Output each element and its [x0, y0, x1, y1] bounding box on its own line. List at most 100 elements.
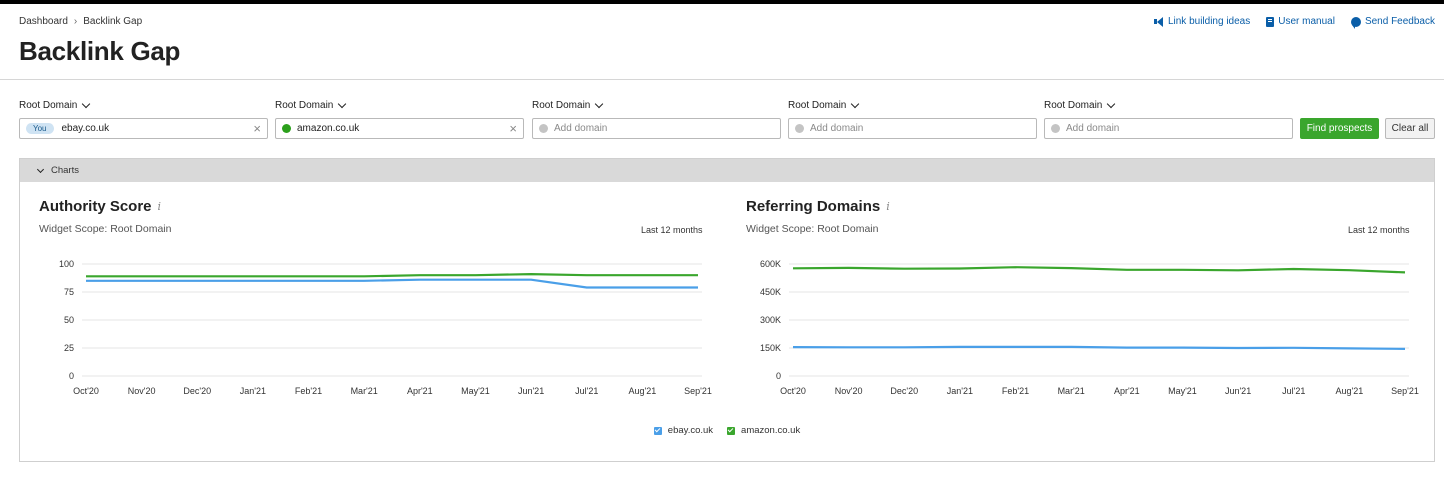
series-line-amazon-co-uk [86, 273, 698, 278]
breadcrumb-dashboard-link[interactable]: Dashboard [19, 16, 68, 27]
domain-input-4[interactable]: Add domain [788, 118, 1037, 139]
x-tick-label: Sep'21 [1391, 386, 1419, 396]
authority-score-title: Authority Score i [39, 198, 161, 215]
grey-dot-icon [539, 124, 548, 133]
x-tick-label: Oct'20 [73, 386, 99, 396]
clear-domain-icon[interactable]: × [509, 121, 517, 136]
domain-type-label: Root Domain [19, 99, 78, 111]
clear-all-button[interactable]: Clear all [1385, 118, 1435, 139]
domain-value: amazon.co.uk [297, 123, 360, 134]
checkbox-icon [653, 426, 662, 435]
domain-input-5[interactable]: Add domain [1044, 118, 1293, 139]
legend-item-ebay[interactable]: ebay.co.uk [653, 425, 714, 436]
domain-placeholder: Add domain [1066, 123, 1120, 134]
y-tick-label: 150K [760, 343, 781, 353]
domain-input-1[interactable]: You ebay.co.uk × [19, 118, 268, 139]
x-tick-label: Oct'20 [780, 386, 806, 396]
domain-type-label: Root Domain [788, 99, 847, 111]
chevron-down-icon [595, 99, 604, 108]
x-tick-label: Feb'21 [295, 386, 322, 396]
widget-scope: Widget Scope: Root Domain [39, 223, 172, 235]
link-building-ideas-label: Link building ideas [1167, 16, 1251, 27]
chevron-down-icon [851, 99, 860, 108]
user-manual-link[interactable]: User manual [1266, 16, 1335, 27]
book-icon [1266, 16, 1275, 27]
x-tick-label: Nov'20 [835, 386, 863, 396]
link-building-ideas-link[interactable]: Link building ideas [1153, 16, 1251, 27]
domain-type-dropdown-2[interactable]: Root Domain [275, 98, 524, 112]
x-tick-label: Apr'21 [1114, 386, 1140, 396]
x-tick-label: Nov'20 [128, 386, 156, 396]
y-tick-label: 100 [59, 259, 74, 269]
domain-placeholder: Add domain [810, 123, 864, 134]
domain-type-dropdown-4[interactable]: Root Domain [788, 98, 1037, 112]
clear-domain-icon[interactable]: × [253, 121, 261, 136]
widget-title-text: Authority Score [39, 198, 152, 215]
referring-domains-chart: 0 150K 300K 450K 600K Oct'20 Nov'20 Dec'20 Jan'2… [760, 259, 1419, 396]
x-tick-label: Feb'21 [1002, 386, 1029, 396]
chevron-down-icon [1107, 99, 1116, 108]
green-dot-icon [282, 124, 291, 133]
charts-label: Charts [51, 165, 79, 176]
widget-period: Last 12 months [641, 225, 703, 235]
x-tick-label: Mar'21 [1058, 386, 1085, 396]
domain-type-dropdown-5[interactable]: Root Domain [1044, 98, 1293, 112]
domain-input-2[interactable]: amazon.co.uk × [275, 118, 524, 139]
breadcrumb-current: Backlink Gap [83, 16, 143, 27]
domain-type-dropdown-3[interactable]: Root Domain [532, 98, 781, 112]
chevron-down-icon [338, 99, 347, 108]
x-tick-label: Jun'21 [1225, 386, 1251, 396]
chat-bubble-icon [1350, 16, 1361, 29]
domain-group-1: Root Domain You ebay.co.uk × [19, 98, 268, 139]
widget-period: Last 12 months [1348, 225, 1410, 235]
x-tick-label: Aug'21 [628, 386, 656, 396]
y-tick-label: 300K [760, 315, 781, 325]
x-tick-label: Dec'20 [183, 386, 211, 396]
chevron-down-icon [82, 99, 91, 108]
grey-dot-icon [1051, 124, 1060, 133]
domain-group-2: Root Domain amazon.co.uk × [275, 98, 524, 139]
widget-title-text: Referring Domains [746, 198, 881, 215]
y-tick-label: 450K [760, 287, 781, 297]
domain-type-dropdown-1[interactable]: Root Domain [19, 98, 268, 112]
x-tick-label: Apr'21 [407, 386, 433, 396]
domain-input-3[interactable]: Add domain [532, 118, 781, 139]
domain-type-label: Root Domain [1044, 99, 1103, 111]
widget-scope: Widget Scope: Root Domain [746, 223, 879, 235]
top-black-bar [0, 0, 1444, 4]
domain-group-3: Root Domain Add domain [532, 98, 781, 139]
x-tick-label: Jun'21 [518, 386, 544, 396]
x-tick-label: May'21 [461, 386, 490, 396]
info-icon[interactable]: i [157, 200, 162, 213]
charts-toggle[interactable]: Charts [20, 159, 1434, 182]
domain-type-label: Root Domain [532, 99, 591, 111]
y-tick-label: 25 [64, 343, 74, 353]
domain-type-label: Root Domain [275, 99, 334, 111]
authority-score-chart: 0 25 50 75 100 Oct'20 Nov'20 Dec'20 Jan'21 Feb'21… [59, 259, 712, 396]
y-tick-label: 0 [69, 371, 74, 381]
grey-dot-icon [795, 124, 804, 133]
x-tick-label: May'21 [1168, 386, 1197, 396]
checkbox-icon [727, 426, 736, 435]
y-tick-label: 75 [64, 287, 74, 297]
you-badge: You [26, 123, 54, 134]
domain-group-5: Root Domain Add domain [1044, 98, 1293, 139]
legend-label: ebay.co.uk [667, 425, 714, 436]
legend-label: amazon.co.uk [741, 425, 801, 436]
domain-value: ebay.co.uk [61, 123, 110, 134]
x-tick-label: Jan'21 [240, 386, 266, 396]
charts-panel: Charts [19, 158, 1435, 462]
info-icon[interactable]: i [886, 200, 890, 213]
series-line-ebay-co-uk [792, 345, 1406, 350]
breadcrumb-chevron-icon: › [73, 16, 78, 27]
legend-item-amazon[interactable]: amazon.co.uk [727, 425, 800, 436]
chart-legend: ebay.co.uk amazon.co.uk [0, 425, 1444, 436]
send-feedback-link[interactable]: Send Feedback [1350, 16, 1435, 29]
x-tick-label: Dec'20 [890, 386, 918, 396]
domain-group-4: Root Domain Add domain [788, 98, 1037, 139]
top-links: Link building ideas User manual Send Fee… [1153, 16, 1435, 29]
series-line-amazon-co-uk [792, 266, 1406, 274]
user-manual-label: User manual [1278, 16, 1335, 27]
header-divider [0, 79, 1444, 80]
find-prospects-button[interactable]: Find prospects [1300, 118, 1379, 139]
